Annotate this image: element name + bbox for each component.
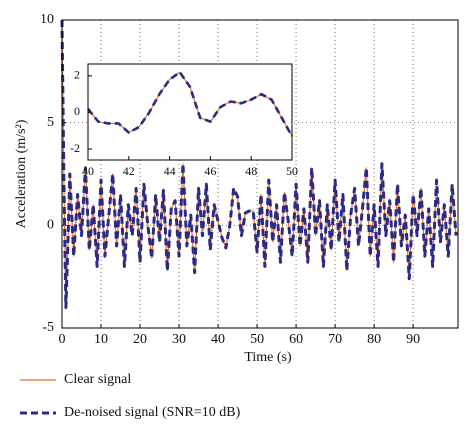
x-tick-label: 20 xyxy=(133,332,147,347)
x-tick-label: 42 xyxy=(123,164,135,178)
legend-label: De-noised signal (SNR=10 dB) xyxy=(64,405,241,420)
y-tick-label: 0 xyxy=(74,104,80,118)
y-tick-label: 2 xyxy=(74,68,80,82)
x-tick-label: 48 xyxy=(245,164,257,178)
x-tick-label: 50 xyxy=(250,332,264,347)
y-tick-label: -2 xyxy=(70,141,80,155)
x-tick-label: 44 xyxy=(164,164,176,178)
y-tick-label: -5 xyxy=(42,320,54,335)
x-tick-label: 80 xyxy=(367,332,381,347)
x-tick-label: 40 xyxy=(82,164,94,178)
series-line xyxy=(86,70,294,137)
series-line xyxy=(60,19,458,309)
x-axis-label: Time (s) xyxy=(244,350,292,365)
x-tick-label: 10 xyxy=(94,332,108,347)
x-tick-label: 60 xyxy=(289,332,303,347)
x-tick-label: 30 xyxy=(172,332,186,347)
y-tick-label: 10 xyxy=(40,12,54,27)
plot-area xyxy=(88,64,292,160)
x-tick-label: 90 xyxy=(406,332,420,347)
x-tick-label: 50 xyxy=(286,164,298,178)
y-tick-label: 0 xyxy=(47,218,54,233)
x-tick-label: 70 xyxy=(328,332,342,347)
legend-label: Clear signal xyxy=(64,372,131,387)
y-axis-label: Acceleration (m/s²) xyxy=(14,119,29,228)
y-tick-label: 5 xyxy=(47,115,54,130)
x-tick-label: 46 xyxy=(204,164,216,178)
axes-frame xyxy=(61,19,459,329)
x-tick-label: 0 xyxy=(59,332,66,347)
axes-frame xyxy=(87,63,293,161)
x-tick-label: 40 xyxy=(211,332,225,347)
